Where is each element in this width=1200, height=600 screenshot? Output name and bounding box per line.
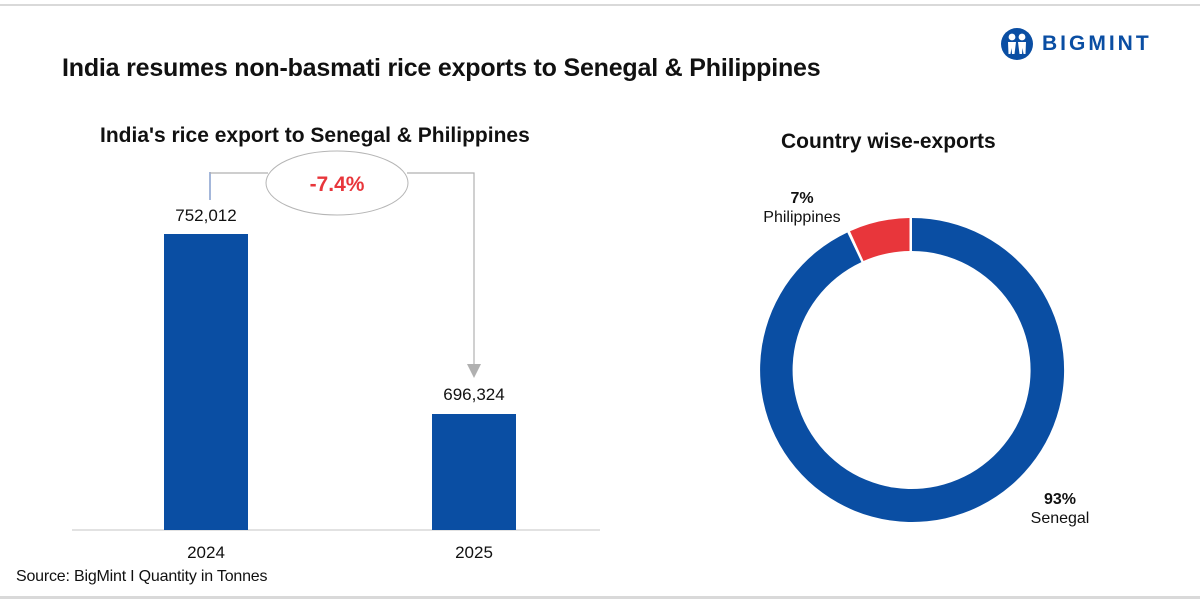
source-note: Source: BigMint I Quantity in Tonnes	[16, 568, 268, 585]
bottom-border	[0, 596, 1200, 599]
page-title: India resumes non-basmati rice exports t…	[62, 54, 821, 82]
philippines-percent: 7%	[790, 190, 814, 207]
bar-2025	[432, 414, 516, 530]
brand-name: BIGMINT	[1042, 32, 1152, 55]
bar-value-2025: 696,324	[443, 385, 504, 404]
pie-label-senegal: 93% Senegal	[1020, 490, 1100, 528]
connector-right	[407, 172, 475, 365]
slice-philippines	[850, 218, 910, 261]
x-label-2024: 2024	[187, 543, 225, 562]
change-percent: -7.4%	[310, 173, 365, 196]
senegal-percent: 93%	[1043, 491, 1077, 508]
brand-logo: BIGMINT	[1000, 26, 1152, 62]
bar-2024	[164, 234, 248, 530]
philippines-name: Philippines	[763, 209, 841, 226]
pie-chart-title: Country wise-exports	[781, 130, 996, 153]
pie-label-philippines: 7% Philippines	[752, 189, 852, 227]
bar-chart-title: India's rice export to Senegal & Philipp…	[100, 124, 530, 147]
arrow-down-icon	[467, 364, 481, 378]
senegal-name: Senegal	[1030, 510, 1090, 527]
slice-senegal	[760, 217, 1065, 522]
change-ellipse	[265, 150, 409, 216]
donut-chart	[760, 217, 1065, 522]
top-border	[0, 4, 1200, 6]
bar-value-2024: 752,012	[175, 206, 236, 225]
bar-chart: 752,012 696,324 2024 2025 -7.4%	[72, 150, 600, 562]
x-label-2025: 2025	[455, 543, 493, 562]
bigmint-logo-icon	[1001, 28, 1033, 60]
